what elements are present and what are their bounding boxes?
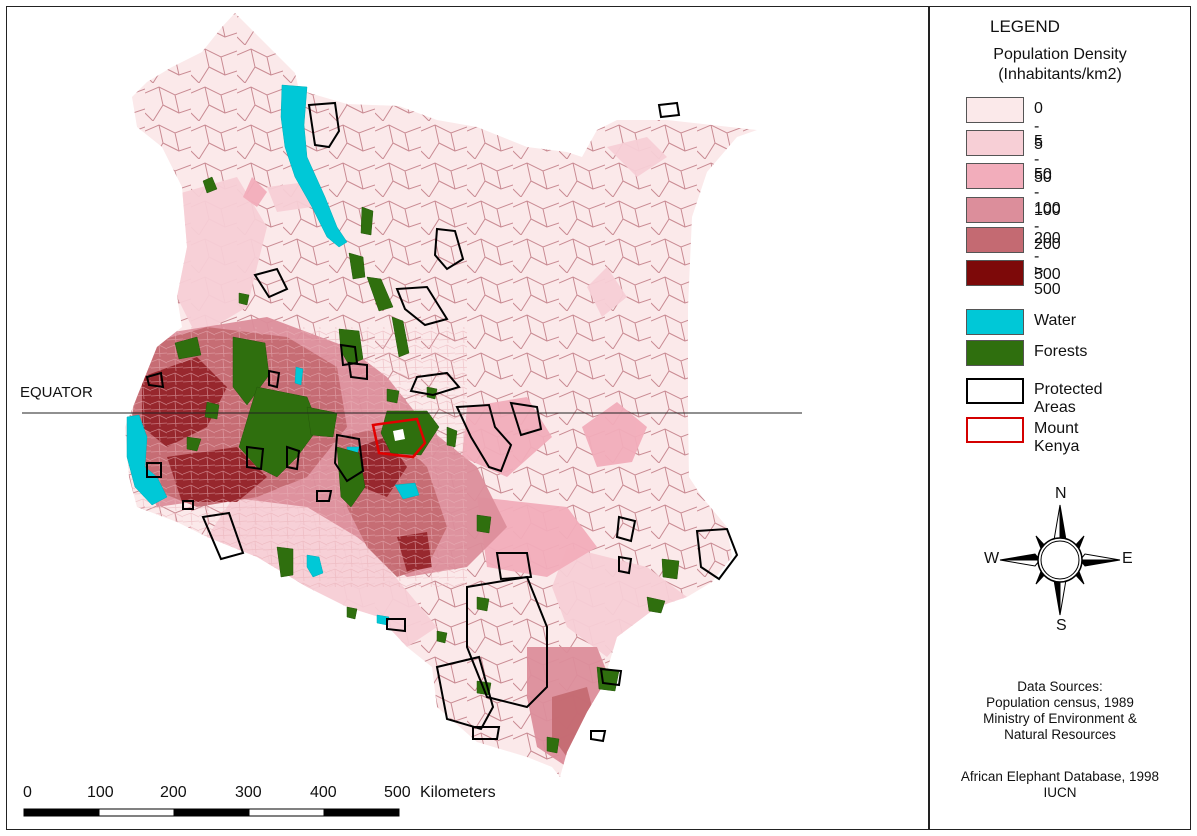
data-sources: Data Sources: Population census, 1989 Mi… [930, 679, 1190, 743]
scale-tick-500: 500 [384, 784, 411, 801]
compass-east: E [1122, 550, 1133, 567]
legend-swatch [966, 417, 1024, 443]
sources-line5: African Elephant Database, 1998 [960, 769, 1160, 784]
mount-kenya [371, 417, 427, 459]
legend-title: LEGEND [990, 17, 1060, 36]
legend-label: 0 - 5 [1034, 100, 1043, 153]
legend-label: Mount Kenya [1034, 420, 1080, 455]
legend-label: Water [1034, 312, 1077, 329]
sources-line4: Natural Resources [1004, 727, 1116, 742]
equator-label: EQUATOR [20, 384, 93, 401]
water-bodies [126, 84, 420, 626]
elephant-database-source: African Elephant Database, 1998 IUCN [930, 769, 1190, 801]
sources-line2: Population census, 1989 [986, 695, 1134, 710]
compass-south: S [1056, 617, 1067, 634]
scale-tick-400: 400 [310, 784, 337, 801]
lake-turkana [280, 84, 348, 248]
scale-tick-100: 100 [87, 784, 114, 801]
sources-line1: Data Sources: [1017, 679, 1103, 694]
legend-label: 100 - 200 [1034, 200, 1061, 253]
legend-label: Forests [1034, 343, 1088, 360]
legend-swatch [966, 260, 1024, 286]
kenya-map [22, 13, 802, 817]
sources-line6: IUCN [1043, 785, 1077, 800]
legend-label: > 500 [1034, 263, 1061, 298]
density-title-line2: (Inhabitants/km2) [998, 66, 1122, 83]
scale-tick-300: 300 [235, 784, 262, 801]
legend-label: 5 - 50 [1034, 133, 1052, 186]
lake-victoria [126, 414, 168, 506]
legend-swatch [966, 163, 1024, 189]
legend-label: 200 - 500 [1034, 230, 1061, 283]
legend-label: Protected Areas [1034, 381, 1103, 416]
scale-bar [23, 808, 400, 817]
legend-panel: LEGEND Population Density (Inhabitants/k… [928, 7, 1190, 829]
map-frame [6, 6, 1191, 830]
legend-swatch [966, 378, 1024, 404]
compass-north: N [1055, 485, 1067, 502]
legend-label: 50 - 100 [1034, 166, 1061, 219]
sources-line3: Ministry of Environment & [983, 711, 1137, 726]
compass-rose: N S E W [980, 485, 1140, 635]
density-50-100 [243, 177, 647, 577]
compass-icon [999, 504, 1121, 616]
scale-tick-200: 200 [160, 784, 187, 801]
density-title-line1: Population Density [993, 46, 1127, 63]
scale-tick-0: 0 [23, 784, 32, 801]
legend-swatch [966, 197, 1024, 223]
legend-swatch [966, 227, 1024, 253]
map-panel: EQUATOR 0 100 200 300 400 500 Kilometers [7, 7, 927, 829]
legend-swatch [966, 340, 1024, 366]
density-title: Population Density (Inhabitants/km2) [930, 45, 1190, 85]
legend-swatch [966, 309, 1024, 335]
scale-unit: Kilometers [420, 784, 496, 801]
legend-swatch [966, 97, 1024, 123]
legend-swatch [966, 130, 1024, 156]
compass-west: W [984, 550, 1000, 567]
protected-areas [145, 101, 739, 743]
